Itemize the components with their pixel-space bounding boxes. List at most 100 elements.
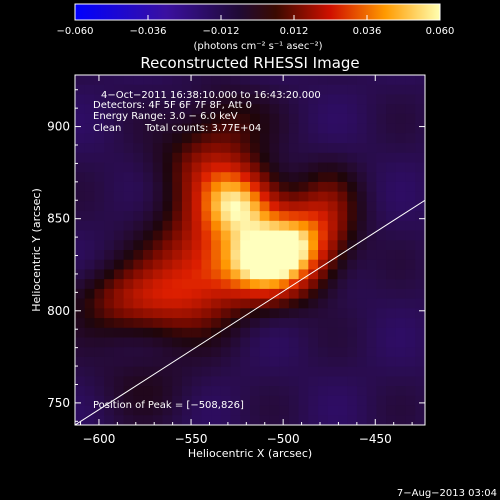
heatmap-cell — [318, 133, 329, 144]
heatmap-cell — [143, 318, 154, 329]
heatmap-cell — [104, 347, 115, 358]
heatmap-cell — [327, 143, 339, 154]
heatmap-cell — [405, 298, 416, 309]
heatmap-cell — [279, 230, 290, 241]
heatmap-cell — [337, 230, 348, 241]
heatmap-cell — [123, 172, 134, 183]
heatmap-cell — [386, 298, 397, 309]
heatmap-cell — [347, 201, 358, 212]
heatmap-cell — [347, 405, 358, 416]
heatmap-cell — [113, 133, 125, 144]
heatmap-cell — [113, 113, 125, 125]
heatmap-cell — [337, 356, 348, 368]
heatmap-cell — [366, 230, 377, 241]
heatmap-cell — [405, 220, 416, 232]
heatmap-cell — [376, 395, 387, 407]
heatmap-cell — [269, 191, 280, 202]
heatmap-cell — [356, 288, 368, 300]
heatmap-cell — [162, 201, 173, 212]
heatmap-cell — [356, 211, 368, 222]
heatmap-cell — [113, 366, 125, 377]
heatmap-cell — [279, 104, 290, 115]
heatmap-cell — [259, 386, 271, 397]
colorbar-tick-label: 0.060 — [426, 26, 455, 37]
heatmap-cell — [259, 415, 271, 425]
heatmap-cell — [211, 415, 222, 425]
heatmap-cell — [211, 123, 222, 134]
heatmap-cell — [327, 84, 339, 96]
heatmap-cell — [356, 318, 368, 329]
heatmap-cell — [211, 220, 222, 232]
heatmap-cell — [211, 84, 222, 96]
heatmap-cell — [191, 123, 202, 134]
heatmap-cell — [386, 104, 397, 115]
heatmap-cell — [75, 123, 86, 134]
heatmap-cell — [318, 279, 329, 290]
heatmap-cell — [250, 259, 261, 271]
heatmap-cell — [376, 191, 387, 202]
annotation-algorithm: Clean — [93, 123, 121, 134]
heatmap-cell — [318, 143, 329, 154]
y-tick-label: 900 — [47, 120, 70, 134]
heatmap-cell — [181, 308, 193, 319]
heatmap-cell — [395, 152, 407, 164]
heatmap-cell — [84, 395, 96, 407]
heatmap-cell — [181, 172, 193, 183]
heatmap-cell — [143, 308, 154, 319]
heatmap-cell — [386, 143, 397, 154]
heatmap-cell — [308, 104, 319, 115]
heatmap-cell — [162, 288, 173, 300]
heatmap-cell — [211, 298, 222, 309]
heatmap-cell — [347, 94, 358, 105]
heatmap-cell — [250, 94, 261, 105]
heatmap-cell — [230, 337, 241, 348]
heatmap-cell — [133, 366, 144, 377]
heatmap-cell — [318, 104, 329, 115]
heatmap-cell — [288, 288, 300, 300]
heatmap-cell — [259, 181, 271, 193]
heatmap-cell — [405, 308, 416, 319]
heatmap-cell — [133, 75, 144, 86]
heatmap-cell — [269, 415, 280, 425]
heatmap-cell — [143, 152, 154, 164]
heatmap-cell — [172, 113, 183, 125]
heatmap-cell — [211, 269, 222, 280]
heatmap-cell — [104, 240, 115, 251]
heatmap-cell — [405, 143, 416, 154]
heatmap-cell — [240, 386, 251, 397]
heatmap-cell — [327, 366, 339, 377]
heatmap-cell — [327, 395, 339, 407]
heatmap-cell — [220, 386, 232, 397]
heatmap-cell — [405, 84, 416, 96]
heatmap-cell — [347, 220, 358, 232]
heatmap-cell — [347, 356, 358, 368]
heatmap-cell — [250, 250, 261, 261]
heatmap-cell — [405, 386, 416, 397]
heatmap-cell — [75, 181, 86, 193]
heatmap-cell — [162, 94, 173, 105]
heatmap-cell — [113, 104, 125, 115]
heatmap-cell — [191, 240, 202, 251]
heatmap-cell — [376, 211, 387, 222]
heatmap-cell — [152, 405, 164, 416]
heatmap-cell — [84, 220, 96, 232]
heatmap-cell — [395, 259, 407, 271]
heatmap-cell — [75, 395, 86, 407]
heatmap-cell — [250, 191, 261, 202]
heatmap-cell — [288, 250, 300, 261]
heatmap-cell — [308, 298, 319, 309]
heatmap-cell — [366, 298, 377, 309]
heatmap-cell — [201, 211, 212, 222]
heatmap-cell — [366, 308, 377, 319]
heatmap-cell — [143, 327, 154, 339]
heatmap-cell — [133, 356, 144, 368]
heatmap-cell — [211, 395, 222, 407]
heatmap-cell — [123, 415, 134, 425]
heatmap-cell — [104, 201, 115, 212]
heatmap-cell — [347, 376, 358, 387]
heatmap-cell — [162, 84, 173, 96]
heatmap-cell — [152, 415, 164, 425]
heatmap-cell — [94, 84, 105, 96]
heatmap-cell — [386, 162, 397, 173]
heatmap-cell — [376, 172, 387, 183]
